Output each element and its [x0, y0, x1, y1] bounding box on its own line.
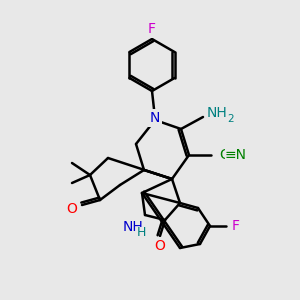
Text: NH: NH	[123, 220, 143, 234]
Text: H: H	[136, 226, 146, 239]
Text: F: F	[148, 22, 156, 36]
Text: N: N	[150, 111, 160, 125]
Text: F: F	[232, 219, 240, 233]
Text: O: O	[154, 239, 165, 253]
Text: NH: NH	[207, 106, 227, 120]
Text: ≡N: ≡N	[225, 148, 247, 162]
Text: C: C	[219, 148, 229, 162]
Text: 2: 2	[227, 114, 234, 124]
Text: O: O	[67, 202, 77, 216]
